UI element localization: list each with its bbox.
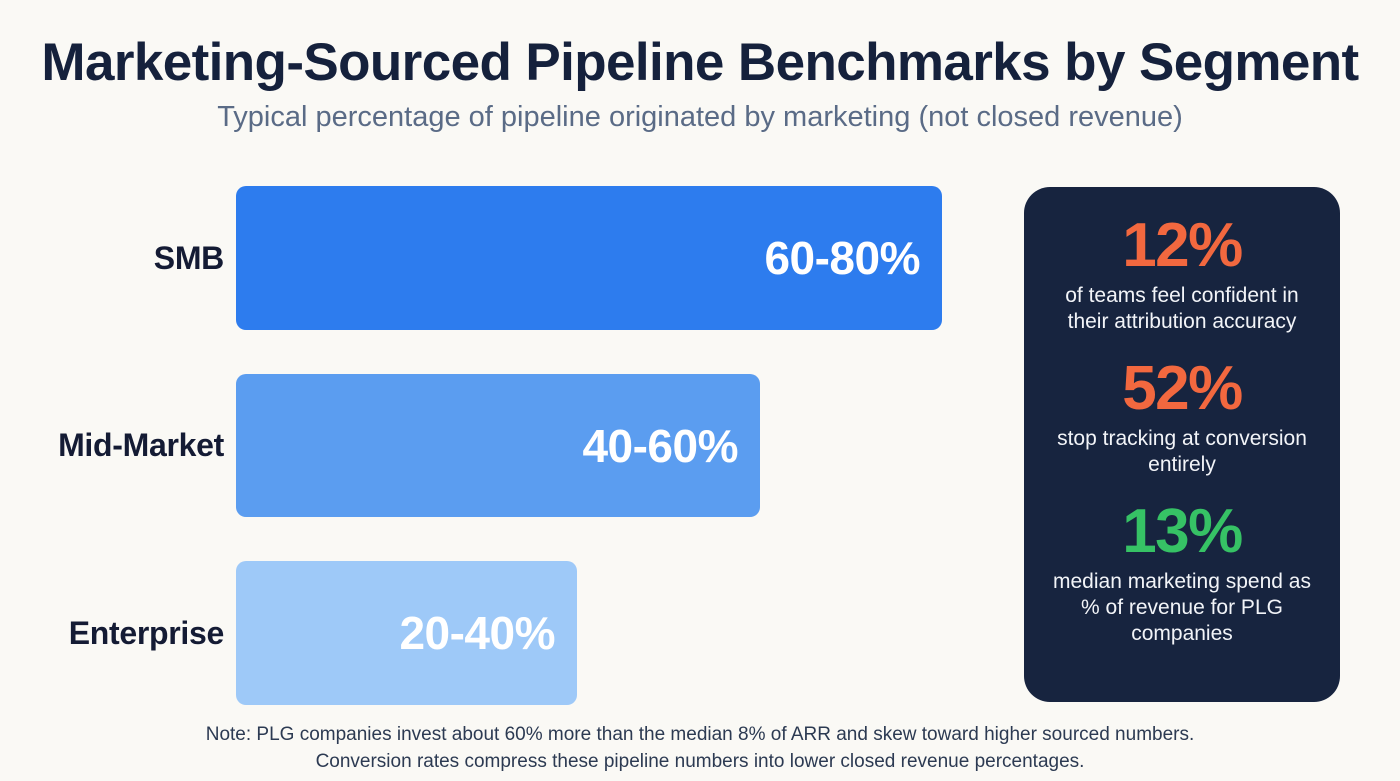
stat-number: 52% — [1122, 354, 1243, 424]
bar-track: 40-60% — [236, 374, 990, 517]
bar-category-label: Enterprise — [68, 614, 225, 651]
bar-chart: SMB 60-80% Mid-Market 40-60% Enterprise … — [0, 176, 990, 716]
stat-description: stop tracking at conversion entirely — [1057, 427, 1307, 476]
stat-number: 12% — [1122, 211, 1243, 280]
stat-description: median marketing spend as % of revenue f… — [1053, 570, 1311, 645]
bar-row: SMB 60-80% — [0, 186, 990, 330]
footnote: Note: PLG companies invest about 60% mor… — [0, 722, 1400, 776]
stat-number: 13% — [1122, 497, 1243, 567]
bar-category-label: Mid-Market — [58, 427, 224, 463]
page-subtitle: Typical percentage of pipeline originate… — [217, 101, 1183, 134]
footnote-line-2: Conversion rates compress these pipeline… — [315, 750, 1085, 772]
stat-description: of teams feel confident in their attribu… — [1065, 284, 1299, 333]
bar-track: 20-40% — [236, 561, 990, 705]
stat-card: 12% of teams feel confident in their att… — [1024, 187, 1340, 702]
bar-mid-market: 40-60% — [236, 374, 760, 517]
bar-row: Mid-Market 40-60% — [0, 374, 990, 517]
page-title: Marketing-Sourced Pipeline Benchmarks by… — [41, 33, 1359, 92]
stat-item-tracking-dropoff: 52% stop tracking at conversion entirely — [1042, 358, 1322, 477]
bar-enterprise: 20-40% — [236, 561, 577, 705]
stat-item-marketing-spend: 13% median marketing spend as % of reven… — [1042, 501, 1322, 646]
bar-value-label: 20-40% — [399, 607, 555, 659]
bar-smb: 60-80% — [236, 186, 942, 330]
bar-row: Enterprise 20-40% — [0, 561, 990, 705]
stat-item-attribution-confidence: 12% of teams feel confident in their att… — [1042, 215, 1322, 334]
bar-value-label: 60-80% — [764, 232, 920, 284]
footnote-line-1: Note: PLG companies invest about 60% mor… — [205, 724, 1195, 745]
bar-value-label: 40-60% — [582, 419, 738, 472]
header: Marketing-Sourced Pipeline Benchmarks by… — [0, 34, 1400, 134]
bar-track: 60-80% — [236, 186, 990, 330]
bar-category-label: SMB — [153, 239, 225, 276]
